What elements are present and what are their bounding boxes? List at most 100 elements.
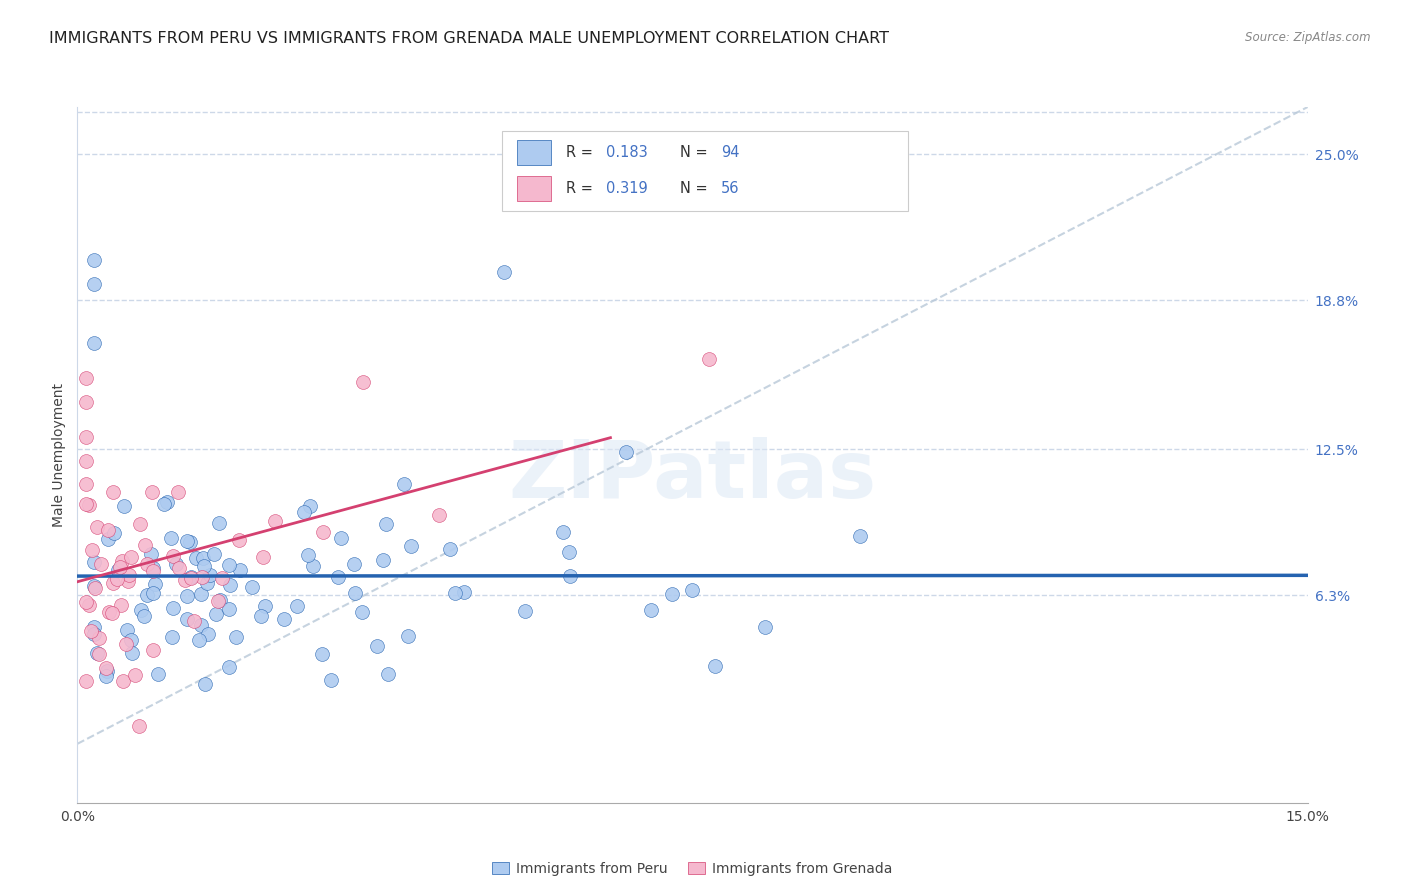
Point xyxy=(152,497,174,511)
Point xyxy=(128,719,150,733)
Point xyxy=(191,570,214,584)
Point xyxy=(96,523,118,537)
Point xyxy=(159,531,181,545)
Point xyxy=(179,534,201,549)
Point xyxy=(82,543,104,558)
Point xyxy=(120,550,142,565)
Point xyxy=(75,595,97,609)
Text: 56: 56 xyxy=(721,181,740,196)
Point xyxy=(136,558,159,572)
Point xyxy=(184,550,207,565)
Point xyxy=(121,646,143,660)
Text: 94: 94 xyxy=(721,145,740,160)
Point xyxy=(352,375,374,389)
Text: N =: N = xyxy=(681,145,713,160)
Text: 0.183: 0.183 xyxy=(606,145,648,160)
Text: Source: ZipAtlas.com: Source: ZipAtlas.com xyxy=(1246,31,1371,45)
Point xyxy=(343,558,366,572)
Point xyxy=(108,559,131,574)
Point xyxy=(560,569,582,583)
Point xyxy=(96,664,118,678)
Point xyxy=(225,630,247,644)
Point xyxy=(110,598,132,612)
Point xyxy=(329,531,352,545)
Point xyxy=(190,587,212,601)
Point xyxy=(375,516,398,531)
Point xyxy=(87,647,110,661)
Point xyxy=(614,445,637,459)
Point xyxy=(197,626,219,640)
Point xyxy=(350,606,373,620)
Point xyxy=(180,571,202,585)
Point xyxy=(661,586,683,600)
Point xyxy=(292,505,315,519)
Point xyxy=(218,601,240,615)
Text: N =: N = xyxy=(681,181,713,196)
Point xyxy=(131,603,153,617)
Point xyxy=(319,673,342,687)
Point xyxy=(83,277,105,291)
Text: R =: R = xyxy=(565,181,598,196)
Point xyxy=(240,581,263,595)
FancyBboxPatch shape xyxy=(516,140,551,165)
Point xyxy=(311,648,333,662)
Point xyxy=(228,533,250,547)
Point xyxy=(218,660,240,674)
Point xyxy=(195,575,218,590)
Point xyxy=(89,631,111,645)
Point xyxy=(103,485,125,500)
Point xyxy=(142,643,165,657)
Point xyxy=(754,619,776,633)
Point xyxy=(141,484,163,499)
Point xyxy=(273,612,295,626)
Point xyxy=(183,614,205,628)
Point xyxy=(427,508,450,522)
Point xyxy=(111,554,134,568)
Point xyxy=(254,599,277,613)
Point xyxy=(112,674,135,689)
Point xyxy=(160,630,183,644)
Point xyxy=(640,603,662,617)
Point xyxy=(285,599,308,614)
Point xyxy=(124,668,146,682)
FancyBboxPatch shape xyxy=(502,131,908,211)
Point xyxy=(204,607,226,622)
Point xyxy=(208,516,231,530)
Point xyxy=(439,541,461,556)
Legend: Immigrants from Peru, Immigrants from Grenada: Immigrants from Peru, Immigrants from Gr… xyxy=(492,862,893,876)
Point xyxy=(704,658,727,673)
Point xyxy=(166,485,188,500)
Point xyxy=(115,637,138,651)
Point xyxy=(143,577,166,591)
Point xyxy=(264,514,287,528)
Text: 0.319: 0.319 xyxy=(606,181,648,196)
Point xyxy=(229,563,252,577)
Point xyxy=(200,568,222,582)
Point xyxy=(202,547,225,561)
Point xyxy=(83,620,105,634)
Point xyxy=(112,499,135,513)
Point xyxy=(75,674,97,689)
Point xyxy=(558,545,581,559)
Point xyxy=(165,557,187,571)
Point xyxy=(80,624,103,639)
Point xyxy=(180,570,202,584)
Point xyxy=(176,589,198,603)
Point xyxy=(155,495,177,509)
Point xyxy=(252,549,274,564)
Point xyxy=(343,586,366,600)
Point xyxy=(142,561,165,575)
Point xyxy=(207,594,229,608)
Point xyxy=(117,567,139,582)
Point xyxy=(453,584,475,599)
Point xyxy=(134,538,156,552)
Point xyxy=(115,623,138,637)
Point xyxy=(312,525,335,540)
Point xyxy=(513,604,536,618)
Point xyxy=(326,570,349,584)
Text: ZIPatlas: ZIPatlas xyxy=(509,437,876,515)
Point xyxy=(75,371,97,385)
Point xyxy=(77,498,100,512)
Point xyxy=(136,588,159,602)
Point xyxy=(132,609,155,624)
